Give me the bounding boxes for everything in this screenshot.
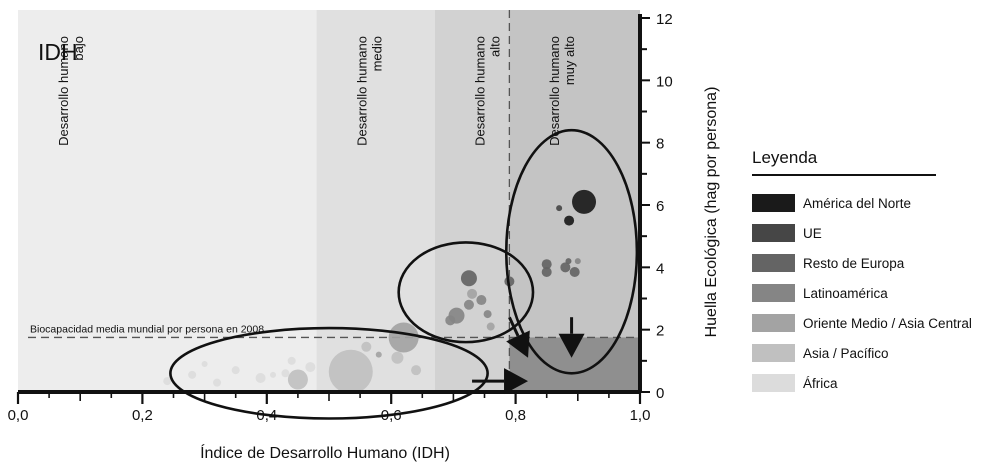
- data-point: [445, 315, 456, 326]
- arrow-head: [506, 330, 530, 358]
- data-point: [328, 349, 373, 394]
- zone-alto-label-line: alto: [488, 36, 503, 57]
- data-points: [163, 189, 597, 394]
- data-point: [305, 362, 316, 373]
- zone-alto: [434, 10, 510, 392]
- legend-label: Latinoamérica: [803, 285, 888, 301]
- data-point: [231, 366, 240, 375]
- data-point: [564, 215, 575, 226]
- biocapacity-line-label: Biocapacidad media mundial por persona e…: [30, 323, 264, 335]
- zone-muy-alto-label-line: Desarrollo humano: [547, 36, 562, 146]
- data-point: [476, 295, 487, 306]
- legend-swatch: [752, 194, 795, 212]
- legend-title: Leyenda: [752, 148, 936, 176]
- ellipse-low-medium: [169, 326, 489, 420]
- legend-label: América del Norte: [803, 195, 912, 211]
- data-point: [411, 365, 422, 376]
- legend-list: América del Norte UE Resto de Europa Latino…: [752, 188, 1008, 398]
- data-point: [201, 360, 208, 367]
- axes: 0,0 0,2 0,4 0,6 0,8 1,0 0 2 4 6 8 10 12: [8, 11, 673, 424]
- legend-swatch: [752, 224, 795, 242]
- x-tick-label: 0,4: [256, 407, 277, 424]
- x-tick-label: 0,0: [8, 407, 29, 424]
- data-point: [287, 369, 308, 390]
- legend-label: África: [803, 375, 838, 391]
- legend-swatch: [752, 344, 795, 362]
- y-tick-label: 8: [656, 136, 664, 153]
- data-point: [255, 372, 266, 383]
- legend-item: América del Norte: [752, 188, 1008, 218]
- data-point: [463, 299, 474, 310]
- data-point: [388, 322, 419, 353]
- legend-label: Resto de Europa: [803, 255, 905, 271]
- zone-muy-alto-label-line: muy alto: [562, 36, 577, 85]
- legend-swatch: [752, 254, 795, 272]
- x-axis-label: Índice de Desarrollo Humano (IDH): [200, 443, 450, 462]
- legend-item: Latinoamérica: [752, 278, 1008, 308]
- data-point: [188, 370, 197, 379]
- data-point: [361, 341, 372, 352]
- y-tick-label: 2: [656, 323, 664, 340]
- legend-swatch: [752, 284, 795, 302]
- x-tick-label: 0,2: [132, 407, 153, 424]
- ellipse-high: [397, 241, 535, 344]
- legend-swatch: [752, 314, 795, 332]
- legend-label: Asia / Pacífico: [803, 345, 889, 361]
- legend-item: Oriente Medio / Asia Central: [752, 308, 1008, 338]
- legend-label: UE: [803, 225, 822, 241]
- x-tick-label: 0,6: [381, 407, 402, 424]
- y-tick-label: 10: [656, 73, 673, 90]
- zone-alto-label-line: Desarrollo humano: [473, 36, 488, 146]
- y-tick-label: 4: [656, 260, 664, 277]
- data-point: [270, 371, 277, 378]
- data-point: [287, 356, 296, 365]
- data-point: [163, 377, 172, 386]
- trend-arrows: [472, 316, 585, 395]
- legend-item: UE: [752, 218, 1008, 248]
- legend: Leyenda América del Norte UE Resto de Euro…: [752, 148, 1008, 398]
- zone-medio-label-line: medio: [369, 36, 384, 71]
- data-point: [460, 270, 477, 287]
- legend-item: Resto de Europa: [752, 248, 1008, 278]
- legend-item: Asia / Pacífico: [752, 338, 1008, 368]
- data-point: [391, 351, 404, 364]
- y-tick-label: 12: [656, 11, 673, 28]
- arrow-head: [558, 333, 585, 358]
- panel-label: IDH: [38, 39, 78, 65]
- ellipse-very-high: [504, 128, 639, 375]
- data-point: [483, 310, 492, 319]
- development-zones: [18, 10, 640, 392]
- data-point: [281, 369, 290, 378]
- y-tick-label: 0: [656, 385, 664, 402]
- data-point: [541, 267, 552, 278]
- legend-label: Oriente Medio / Asia Central: [803, 315, 972, 331]
- data-point: [560, 262, 571, 273]
- data-point: [572, 189, 597, 214]
- data-point: [569, 267, 580, 278]
- arrow-head: [504, 368, 529, 395]
- data-point: [213, 378, 222, 387]
- zone-bajo-label-line: Desarrollo humano: [56, 36, 71, 146]
- data-point: [486, 322, 495, 331]
- reference-lines: Biocapacidad media mundial por persona e…: [28, 10, 640, 392]
- arrow-shaft: [508, 316, 520, 337]
- group-ellipses: [169, 128, 639, 420]
- zone-bajo: [18, 10, 317, 392]
- development-zone-labels: Desarrollo humano bajo Desarrollo humano me…: [56, 36, 577, 146]
- x-tick-label: 0,8: [505, 407, 526, 424]
- y-axis-label: Huella Ecológica (hag por persona): [703, 87, 720, 338]
- data-point: [574, 258, 581, 265]
- data-point: [375, 351, 382, 358]
- y-tick-label: 6: [656, 198, 664, 215]
- legend-item: África: [752, 368, 1008, 398]
- x-tick-label: 1,0: [630, 407, 651, 424]
- data-point: [556, 205, 563, 212]
- legend-swatch: [752, 374, 795, 392]
- data-point: [541, 259, 552, 270]
- zone-bajo-label-line: bajo: [71, 36, 86, 61]
- data-point: [565, 258, 572, 265]
- zone-medio-label-line: Desarrollo humano: [354, 36, 369, 146]
- data-point: [467, 288, 478, 299]
